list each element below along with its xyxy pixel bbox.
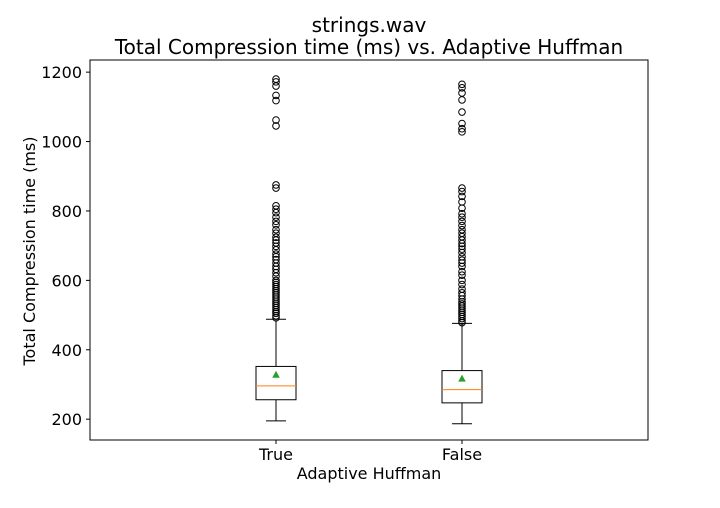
outlier-point [458,276,466,285]
outlier-point [458,192,466,201]
axes-layer: 200 400 600 800 1000 1200 True False [41,63,482,464]
outlier-point [458,187,466,196]
outlier-point [272,96,280,105]
outlier-point [272,205,280,214]
outlier-point [458,245,466,253]
y-tick-label: 600 [51,271,82,290]
outlier-point [458,124,466,133]
outlier-point [272,255,280,264]
outlier-point [458,221,466,230]
box-iqr [255,365,297,401]
y-tick-label: 1200 [41,63,82,82]
outlier-point [458,198,466,206]
mean-marker [272,370,280,378]
outlier-point [272,78,280,86]
outlier-point [272,221,280,229]
outlier-point [272,225,280,234]
outlier-point [458,119,466,128]
outlier-point [272,233,280,242]
outlier-point [458,96,466,104]
outlier-point [458,252,466,261]
outlier-point [272,239,280,247]
outlier-point [458,128,466,136]
outlier-point [458,280,466,289]
outlier-point [272,122,280,130]
outlier-point [458,184,466,192]
outlier-point [458,300,466,308]
outlier-point [272,91,280,100]
outlier-point [272,213,280,222]
x-tick-label: True [258,445,293,464]
outlier-point [272,229,280,237]
y-tick-label: 1000 [41,133,82,152]
x-axis-label: Adaptive Huffman [297,464,442,483]
outlier-point [458,289,466,297]
x-tick-label: False [442,445,482,464]
outlier-point [458,89,466,97]
outlier-point [458,213,466,222]
outlier-point [458,108,466,116]
y-tick-label: 200 [51,410,82,429]
outlier-point [458,285,466,293]
plot-area-frame [89,59,649,441]
chart-title-line1: strings.wav [312,13,427,37]
outlier-point [272,276,280,285]
outlier-point [272,116,280,124]
y-tick-label: 800 [51,202,82,221]
y-axis-label: Total Compression time (ms) [20,137,39,367]
outlier-point [272,280,280,289]
outlier-point [458,256,466,265]
outlier-point [458,267,466,276]
chart-title-line2: Total Compression time (ms) vs. Adaptive… [114,35,623,59]
outlier-point [272,250,280,258]
outlier-point [272,217,280,226]
outlier-point [272,201,280,210]
outlier-point [458,217,466,226]
outlier-point [458,83,466,92]
outlier-point [458,80,466,89]
outlier-point [458,225,466,234]
box-iqr [441,370,483,404]
plot-content [255,75,483,425]
outlier-point [458,229,466,237]
outlier-point [272,75,280,83]
outlier-point [272,181,280,189]
outlier-point [458,209,466,218]
mean-marker [458,374,466,382]
y-tick-label: 400 [51,341,82,360]
outlier-point [272,184,280,192]
outlier-point [458,271,466,279]
